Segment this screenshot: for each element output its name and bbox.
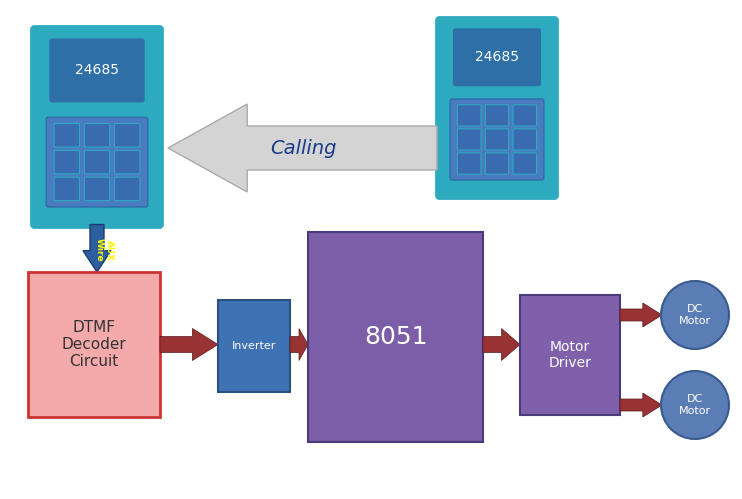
Text: DC
Motor: DC Motor	[679, 304, 711, 326]
FancyBboxPatch shape	[85, 124, 110, 147]
FancyBboxPatch shape	[453, 29, 540, 85]
FancyBboxPatch shape	[85, 177, 110, 201]
Text: DC
Motor: DC Motor	[679, 394, 711, 416]
FancyBboxPatch shape	[485, 129, 509, 150]
Polygon shape	[168, 104, 437, 192]
FancyBboxPatch shape	[513, 153, 536, 174]
FancyBboxPatch shape	[85, 150, 110, 174]
Text: Motor
Driver: Motor Driver	[548, 340, 591, 370]
FancyBboxPatch shape	[218, 300, 290, 392]
Polygon shape	[483, 328, 520, 360]
FancyBboxPatch shape	[457, 105, 481, 126]
FancyBboxPatch shape	[513, 105, 536, 126]
FancyBboxPatch shape	[31, 26, 162, 228]
FancyBboxPatch shape	[485, 105, 509, 126]
Text: 8051: 8051	[364, 325, 427, 349]
Circle shape	[661, 371, 729, 439]
Text: 24685: 24685	[475, 50, 519, 64]
FancyBboxPatch shape	[50, 39, 144, 102]
FancyBboxPatch shape	[46, 117, 148, 207]
Polygon shape	[83, 225, 111, 272]
FancyBboxPatch shape	[114, 150, 140, 174]
Polygon shape	[620, 303, 662, 327]
FancyBboxPatch shape	[54, 150, 79, 174]
FancyBboxPatch shape	[114, 177, 140, 201]
Text: Inverter: Inverter	[232, 341, 276, 351]
FancyBboxPatch shape	[513, 129, 536, 150]
FancyBboxPatch shape	[114, 124, 140, 147]
FancyBboxPatch shape	[308, 232, 483, 442]
Polygon shape	[290, 328, 308, 360]
FancyBboxPatch shape	[520, 295, 620, 415]
Polygon shape	[160, 328, 218, 360]
Text: DTMF
Decoder
Circuit: DTMF Decoder Circuit	[62, 319, 126, 369]
FancyBboxPatch shape	[436, 17, 557, 199]
FancyBboxPatch shape	[457, 129, 481, 150]
FancyBboxPatch shape	[28, 272, 160, 417]
Text: AUX
Wire: AUX Wire	[94, 239, 114, 262]
Polygon shape	[620, 393, 662, 417]
Circle shape	[661, 281, 729, 349]
FancyBboxPatch shape	[450, 99, 544, 180]
FancyBboxPatch shape	[485, 153, 509, 174]
Text: Calling: Calling	[270, 139, 336, 158]
Text: 24685: 24685	[75, 63, 119, 77]
FancyBboxPatch shape	[54, 177, 79, 201]
FancyBboxPatch shape	[457, 153, 481, 174]
FancyBboxPatch shape	[54, 124, 79, 147]
